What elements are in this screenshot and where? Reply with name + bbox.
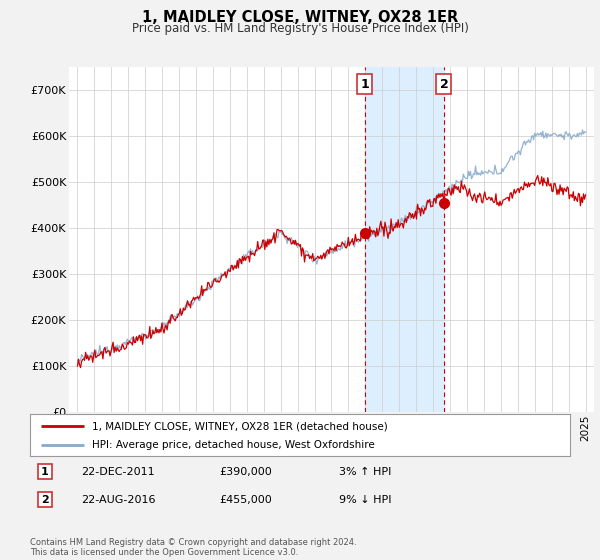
Text: Price paid vs. HM Land Registry's House Price Index (HPI): Price paid vs. HM Land Registry's House … — [131, 22, 469, 35]
Text: 1: 1 — [41, 466, 49, 477]
Text: 1: 1 — [361, 77, 369, 91]
Text: £455,000: £455,000 — [219, 494, 272, 505]
Text: Contains HM Land Registry data © Crown copyright and database right 2024.
This d: Contains HM Land Registry data © Crown c… — [30, 538, 356, 557]
Text: HPI: Average price, detached house, West Oxfordshire: HPI: Average price, detached house, West… — [92, 441, 375, 450]
Text: 2: 2 — [41, 494, 49, 505]
Bar — [365, 67, 444, 412]
Text: £390,000: £390,000 — [219, 466, 272, 477]
Text: 9% ↓ HPI: 9% ↓ HPI — [339, 494, 391, 505]
Text: 2: 2 — [440, 77, 448, 91]
Text: 3% ↑ HPI: 3% ↑ HPI — [339, 466, 391, 477]
Text: 22-AUG-2016: 22-AUG-2016 — [81, 494, 155, 505]
Text: 1, MAIDLEY CLOSE, WITNEY, OX28 1ER (detached house): 1, MAIDLEY CLOSE, WITNEY, OX28 1ER (deta… — [92, 421, 388, 431]
Text: 22-DEC-2011: 22-DEC-2011 — [81, 466, 155, 477]
Text: 1, MAIDLEY CLOSE, WITNEY, OX28 1ER: 1, MAIDLEY CLOSE, WITNEY, OX28 1ER — [142, 10, 458, 25]
